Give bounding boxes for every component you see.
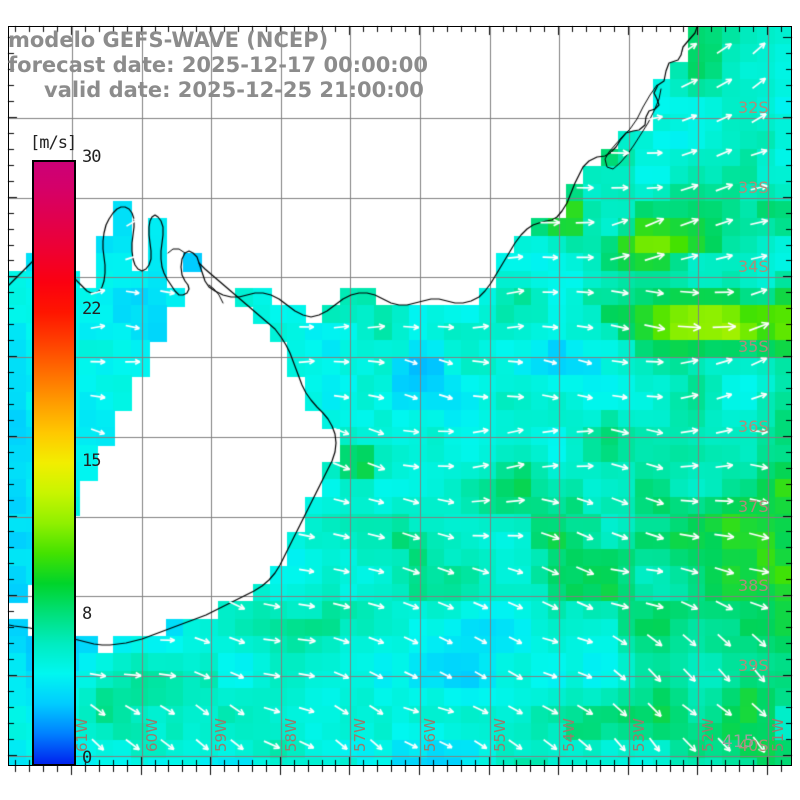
colorbar-tick-15: 15	[82, 451, 102, 471]
colorbar-tick-30: 30	[82, 147, 102, 167]
lat-label-39s: 39S	[738, 655, 769, 675]
colorbar	[32, 160, 76, 766]
lon-label-54w: 54W	[560, 718, 579, 752]
map-plot-area[interactable]	[8, 26, 792, 766]
lon-label-55w: 55W	[490, 718, 509, 752]
lon-label-60w: 60W	[142, 718, 161, 752]
lon-label-58w: 58W	[281, 718, 300, 752]
colorbar-tick-8: 8	[82, 604, 92, 624]
lon-label-53w: 53W	[629, 718, 648, 752]
lon-label-51w: 51W	[769, 718, 787, 752]
colorbar-tick-22: 22	[82, 299, 102, 319]
lon-label-59w: 59W	[212, 718, 231, 752]
lon-label-57w: 57W	[351, 718, 370, 752]
colorbar-unit-label: [m/s]	[30, 133, 77, 153]
lat-label-33s: 33S	[738, 177, 769, 197]
lat-label-37s: 37S	[738, 496, 769, 516]
colorbar-tick-0: 0	[82, 748, 92, 768]
wind-field-layer	[9, 27, 791, 765]
lon-label-56w: 56W	[421, 718, 439, 752]
lat-label-36s: 36S	[738, 416, 769, 436]
lat-label-35s: 35S	[738, 337, 769, 357]
lat-label-32s: 32S	[738, 98, 769, 117]
lat-label-34s: 34S	[738, 257, 769, 277]
lon-label-52w: 52W	[699, 718, 718, 752]
wind-speed-raster	[9, 27, 791, 765]
corner-code-label: 415	[722, 732, 755, 752]
lat-label-38s: 38S	[738, 576, 769, 596]
colorbar-gradient	[32, 160, 76, 766]
